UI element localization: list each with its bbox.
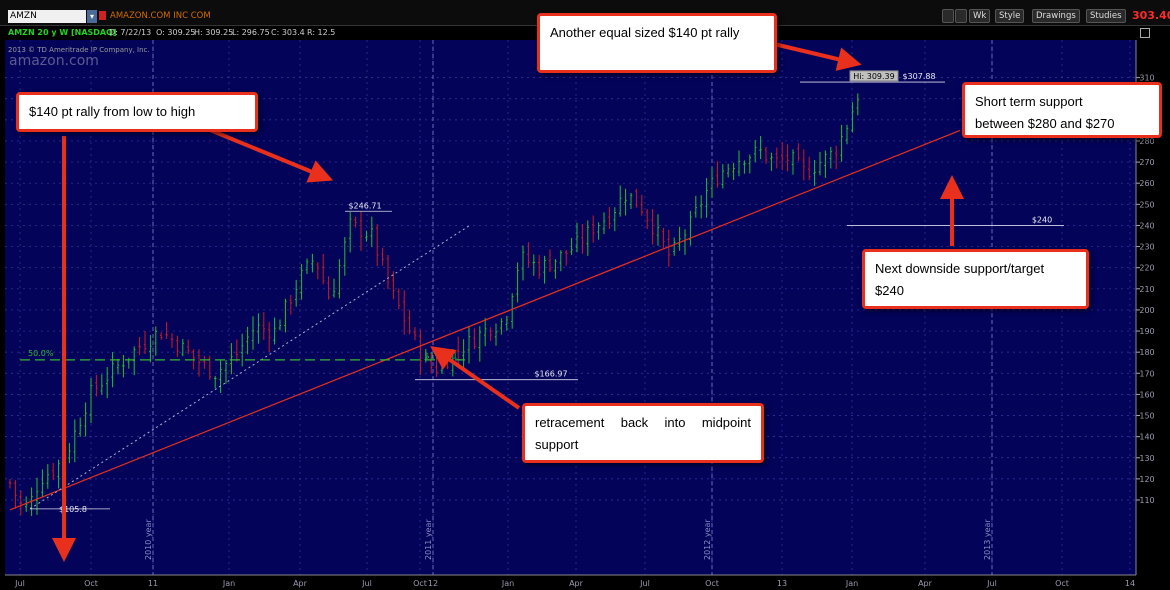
x-tick-label: Jan: [845, 579, 858, 588]
x-tick-label: Oct: [413, 579, 427, 588]
symbol-dropdown-button[interactable]: ▾: [87, 10, 97, 23]
fib-diagonal-line: [29, 224, 471, 510]
y-tick-label: 140: [1139, 433, 1154, 442]
symbol-input[interactable]: AMZN: [8, 10, 86, 23]
y-tick-label: 250: [1139, 200, 1154, 209]
company-name: AMAZON.COM INC COM: [110, 11, 211, 21]
annotation-arrows: [52, 42, 964, 562]
quote-open: O: 309.25: [156, 28, 196, 37]
price-level-label: $105.8: [59, 505, 87, 514]
callout-retracement: retracement back into midpoint support: [522, 403, 764, 463]
high-label: Hi: 309.39: [853, 72, 894, 81]
y-tick-label: 260: [1139, 179, 1154, 188]
y-tick-label: 130: [1139, 454, 1154, 463]
y-tick-label: 200: [1139, 306, 1154, 315]
studies-button[interactable]: Studies: [1086, 9, 1126, 23]
price-level-lines: 50.0%$105.8$246.71$166.97$240$307.88$176…: [9, 70, 1160, 514]
x-tick-label: Apr: [293, 579, 308, 588]
callout-short-support-line2: between $280 and $270: [975, 116, 1115, 131]
x-tick-label: Oct: [84, 579, 98, 588]
y-tick-label: 190: [1139, 327, 1154, 336]
x-tick-label: 13: [777, 579, 787, 588]
y-tick-label: 270: [1139, 158, 1154, 167]
x-tick-label: Oct: [1055, 579, 1069, 588]
amazon-watermark: amazon.com: [9, 53, 99, 69]
arrow-to-rally-high: [209, 128, 334, 183]
quote-close: C: 303.4: [271, 28, 305, 37]
x-tick-label: 12: [428, 579, 438, 588]
y-tick-label: 280: [1139, 137, 1154, 146]
callout-short-support-line1: Short term support: [975, 94, 1083, 109]
y-tick-label: 150: [1139, 412, 1154, 421]
crosshair-icon[interactable]: [942, 9, 954, 23]
price-level-label: $240: [1032, 215, 1052, 224]
x-tick-label: Apr: [918, 579, 933, 588]
callout-downside: Next downside support/target $240: [862, 249, 1089, 309]
y-tick-label: 170: [1139, 369, 1154, 378]
callout-rally2: Another equal sized $140 pt rally: [537, 13, 777, 73]
quote-date: D: 7/22/13: [109, 28, 152, 37]
y-tick-label: 180: [1139, 348, 1154, 357]
x-tick-label: Jul: [14, 579, 25, 588]
x-tick-label: 11: [148, 579, 158, 588]
y-tick-label: 230: [1139, 243, 1154, 252]
x-tick-label: 14: [1125, 579, 1135, 588]
callout-rally2-text: Another equal sized $140 pt rally: [550, 25, 740, 40]
support-trendline: [9, 129, 961, 511]
chart-axes: 110 120 130 140 150 160 170 180 190 200 210 220 230 2…: [5, 40, 1155, 588]
quote-low: L: 296.75: [232, 28, 270, 37]
x-tick-label: Jan: [222, 579, 235, 588]
price-level-label: $307.88: [902, 72, 935, 81]
candle-series: [8, 93, 859, 517]
year-marker-label: 2011 year: [424, 519, 433, 560]
x-tick-label: Jan: [501, 579, 514, 588]
fib-50-label: 50.0%: [28, 349, 54, 358]
x-tick-label: Jul: [361, 579, 372, 588]
y-tick-label: 160: [1139, 390, 1154, 399]
y-tick-label: 220: [1139, 264, 1154, 273]
x-tick-label: Jul: [986, 579, 997, 588]
y-tick-label: 110: [1139, 496, 1154, 505]
y-tick-label: 240: [1139, 221, 1154, 230]
drawings-button[interactable]: Drawings: [1032, 9, 1080, 23]
y-tick-label: 120: [1139, 475, 1154, 484]
price-level-label: $246.71: [348, 201, 381, 210]
arrow-to-midpoint: [430, 346, 521, 410]
chart-symbol-label: AMZN 20 y W [NASDAQ]: [8, 28, 117, 37]
aggregation-button[interactable]: Wk: [969, 9, 991, 23]
callout-rally1-text: $140 pt rally from low to high: [29, 104, 196, 119]
wrench-icon[interactable]: [955, 9, 967, 23]
copyright-text: 2013 © TD Ameritrade IP Company, Inc.: [8, 46, 150, 54]
callout-retracement-text: retracement back into midpoint support: [535, 415, 751, 452]
style-button[interactable]: Style: [995, 9, 1025, 23]
arrow-to-2013-high: [773, 42, 862, 71]
high-label-box: [849, 70, 899, 82]
quote-range: R: 12.5: [307, 28, 336, 37]
alert-flag-icon[interactable]: [99, 11, 106, 20]
callout-rally1: $140 pt rally from low to high: [16, 92, 258, 132]
x-tick-label: Jul: [639, 579, 650, 588]
x-tick-label: Apr: [569, 579, 584, 588]
expand-icon[interactable]: [1140, 28, 1150, 38]
last-price: 303.40: [1132, 9, 1170, 22]
year-marker-label: 2012 year: [703, 519, 712, 560]
price-level-label: $166.97: [534, 370, 567, 379]
year-marker-label: 2013 year: [983, 519, 992, 560]
x-tick-label: Oct: [705, 579, 719, 588]
callout-downside-line1: Next downside support/target: [875, 261, 1045, 276]
y-tick-label: 210: [1139, 285, 1154, 294]
callout-short-support: Short term support between $280 and $270: [962, 82, 1162, 138]
year-marker-label: 2010 year: [144, 519, 153, 560]
quote-high: H: 309.25: [194, 28, 234, 37]
callout-downside-line2: $240: [875, 283, 904, 298]
y-tick-label: 310: [1139, 74, 1154, 83]
